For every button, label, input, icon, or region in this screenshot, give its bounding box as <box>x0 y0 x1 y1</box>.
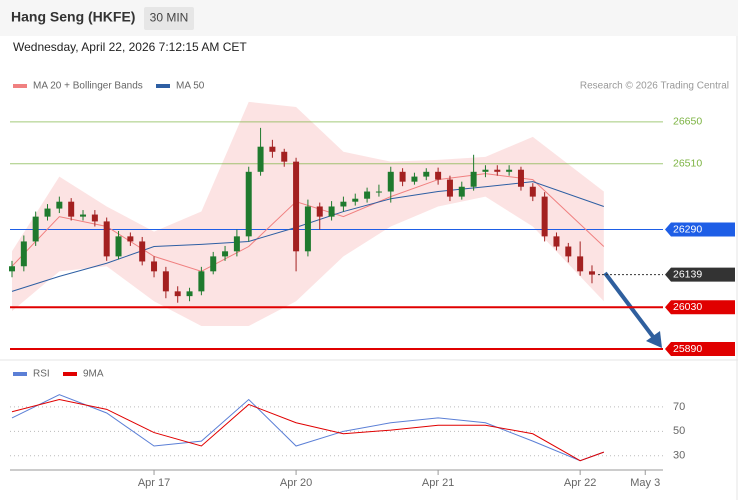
candle-body <box>281 151 288 162</box>
candle-body <box>435 171 442 180</box>
level-label: 25890 <box>673 343 702 355</box>
candle-body <box>340 201 347 207</box>
rsi-line <box>11 394 604 462</box>
candle-body <box>541 196 548 237</box>
x-tick-label: Apr 17 <box>138 477 170 489</box>
candle-body <box>139 241 146 262</box>
candle-body <box>517 169 524 187</box>
candle-body <box>80 214 87 217</box>
level-label: 26139 <box>673 268 702 280</box>
timeframe-badge[interactable] <box>144 7 194 30</box>
candle-body <box>115 236 122 257</box>
candle-body <box>529 186 536 197</box>
legend-label: MA 50 <box>176 81 205 92</box>
chart-title: Hang Seng (HKFE) <box>11 9 135 25</box>
candle-body <box>222 251 229 257</box>
candle-body <box>269 146 276 152</box>
candle-body <box>304 206 311 252</box>
candle-body <box>198 271 205 292</box>
x-tick-label: Apr 21 <box>422 477 454 489</box>
candle-body <box>423 171 430 177</box>
candle-body <box>553 236 560 247</box>
candle-body <box>364 191 371 199</box>
source: Research © 2026 Trading Central <box>580 81 729 92</box>
candle-body <box>91 214 98 222</box>
candle-body <box>103 221 110 257</box>
level-label-box <box>665 222 735 237</box>
candle-body <box>233 236 240 252</box>
candle-body <box>44 208 51 217</box>
timeframe[interactable]: 30 MIN <box>150 11 189 25</box>
level-label-box <box>665 300 735 315</box>
candle-body <box>588 271 595 275</box>
candle-body <box>151 261 158 272</box>
legend-swatch <box>156 84 170 88</box>
y-tick-label: 50 <box>673 425 685 437</box>
candle-body <box>56 201 63 209</box>
level-label-box <box>665 267 735 282</box>
legend-swatch <box>13 84 27 88</box>
candle-body <box>32 216 39 242</box>
candle-body <box>399 171 406 182</box>
x-tick-label: May 3 <box>630 477 660 489</box>
legend-swatch <box>63 372 77 376</box>
candle-body <box>9 266 15 272</box>
level-label: 26510 <box>673 158 702 170</box>
x-tick-label: Apr 22 <box>564 477 596 489</box>
candle-body <box>482 169 489 172</box>
candle-body <box>68 201 75 217</box>
legend-label: RSI <box>33 369 50 380</box>
candle-body <box>446 179 453 197</box>
candle-body <box>506 169 513 172</box>
y-tick-label: 70 <box>673 401 685 413</box>
forecast-arrow <box>603 271 656 340</box>
candle-body <box>257 146 264 172</box>
legend-label: MA 20 + Bollinger Bands <box>33 81 143 92</box>
candle-body <box>328 206 335 217</box>
x-tick-label: Apr 20 <box>280 477 312 489</box>
level-label: 26030 <box>673 301 702 313</box>
candle-body <box>20 241 27 267</box>
candle-body <box>210 256 217 272</box>
candle-body <box>186 291 193 297</box>
candle-body <box>411 176 418 182</box>
candle-body <box>494 169 501 172</box>
candle-body <box>577 256 584 272</box>
candle-body <box>458 186 465 197</box>
forecast-arrowhead <box>646 331 662 348</box>
level-label-box <box>665 342 735 357</box>
candle-body <box>293 161 300 252</box>
candle-body <box>245 171 252 237</box>
level-label: 26650 <box>673 116 702 128</box>
y-tick-label: 30 <box>673 450 685 462</box>
candle-body <box>162 271 169 292</box>
candle-body <box>565 246 572 257</box>
legend-label: 9MA <box>83 369 104 380</box>
candle-body <box>316 206 323 217</box>
level-label: 26290 <box>673 223 702 235</box>
legend-swatch <box>13 372 27 376</box>
subtitle: Wednesday, April 22, 2026 7:12:15 AM CET <box>13 40 247 54</box>
header-bar <box>0 0 738 36</box>
candle-body <box>375 191 382 193</box>
rsi-line <box>11 399 604 462</box>
candle-body <box>470 171 477 187</box>
candle-body <box>127 236 134 242</box>
candle-body <box>174 291 181 297</box>
candle-body <box>352 198 359 202</box>
candle-body <box>387 171 394 192</box>
